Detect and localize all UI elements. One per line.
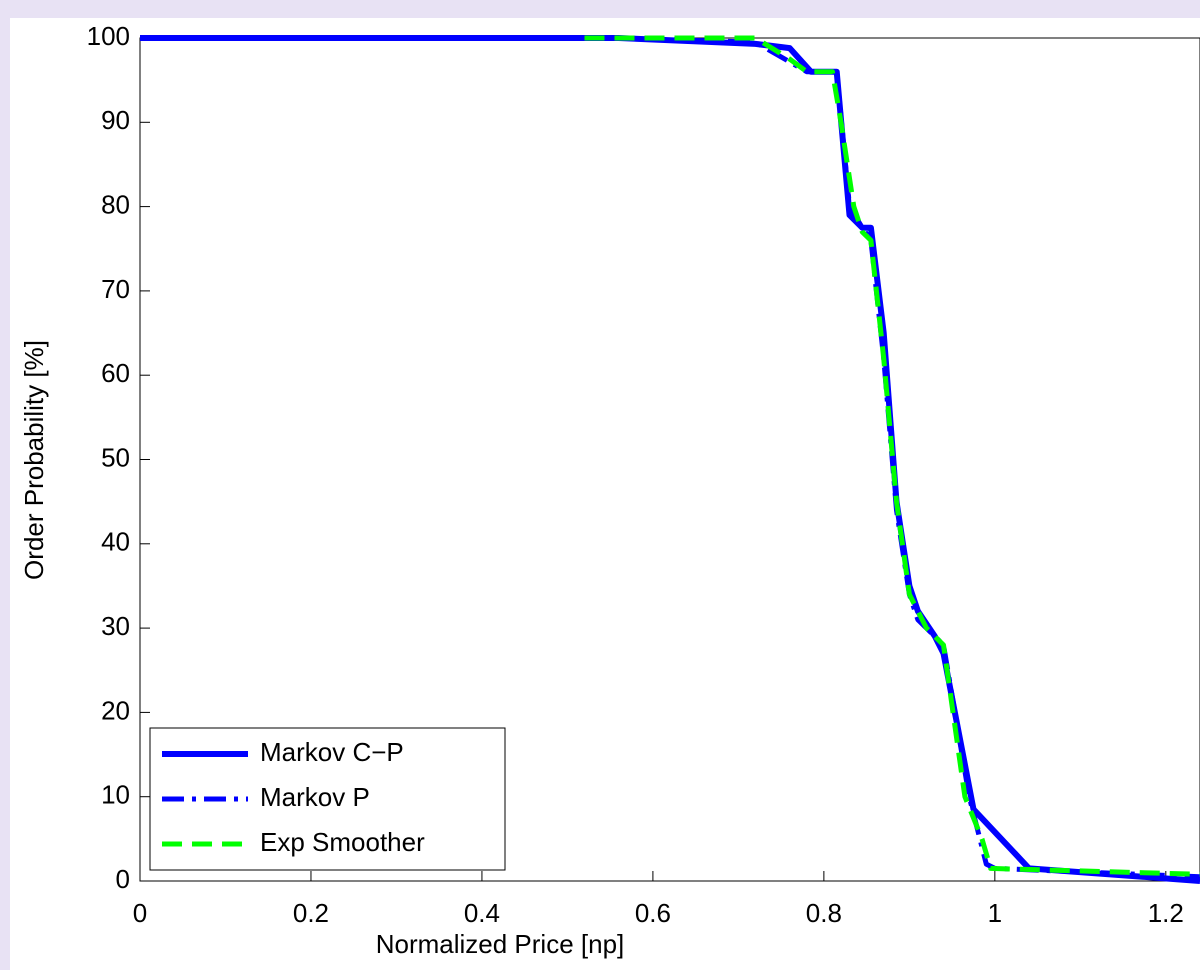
y-tick-label: 10 bbox=[101, 780, 130, 810]
legend-label: Markov P bbox=[260, 782, 370, 812]
y-tick-label: 80 bbox=[101, 189, 130, 219]
x-tick-label: 0.6 bbox=[635, 898, 671, 928]
y-tick-label: 60 bbox=[101, 358, 130, 388]
y-tick-label: 30 bbox=[101, 611, 130, 641]
y-tick-label: 20 bbox=[101, 695, 130, 725]
series-line bbox=[584, 35, 1200, 877]
x-tick-label: 0.8 bbox=[806, 898, 842, 928]
y-tick-label: 50 bbox=[101, 442, 130, 472]
y-tick-label: 90 bbox=[101, 105, 130, 135]
x-tick-label: 0.2 bbox=[293, 898, 329, 928]
x-tick-label: 1.2 bbox=[1148, 898, 1184, 928]
y-tick-label: 0 bbox=[116, 864, 130, 894]
x-tick-label: 0.4 bbox=[464, 898, 500, 928]
x-tick-label: 1 bbox=[988, 898, 1002, 928]
legend-label: Markov C−P bbox=[260, 737, 404, 767]
y-tick-label: 40 bbox=[101, 527, 130, 557]
y-tick-label: 100 bbox=[87, 21, 130, 51]
x-tick-label: 0 bbox=[133, 898, 147, 928]
y-tick-label: 70 bbox=[101, 274, 130, 304]
legend-label: Exp Smoother bbox=[260, 827, 425, 857]
y-axis-label: Order Probability [%] bbox=[19, 340, 49, 580]
x-axis-label: Normalized Price [np] bbox=[376, 929, 625, 959]
